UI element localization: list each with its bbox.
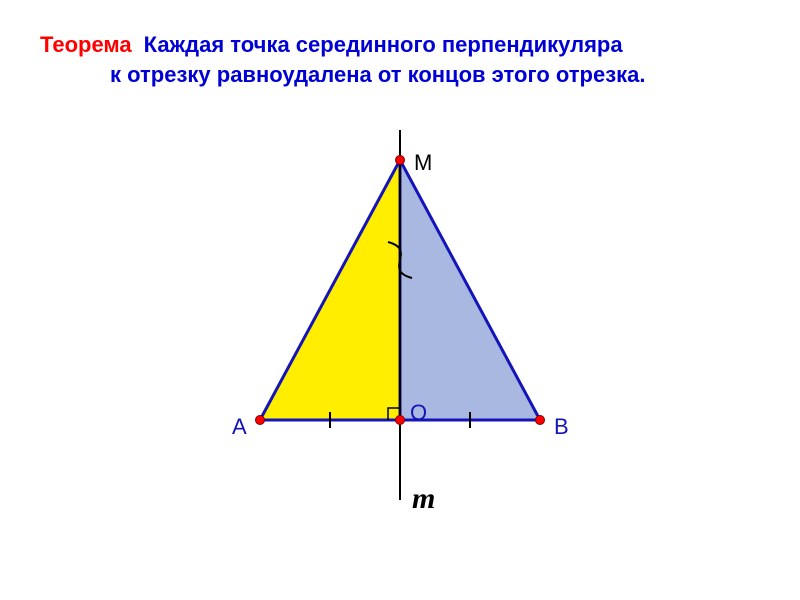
point-label-M: М — [414, 150, 432, 176]
geometry-figure: А В О Мm — [180, 130, 620, 550]
point-label-B: В — [554, 414, 569, 440]
theorem-header: Теорема Каждая точка серединного перпенди… — [40, 32, 760, 88]
theorem-label: Теорема — [40, 32, 132, 57]
geometry-svg — [180, 130, 620, 550]
point-label-A: А — [232, 414, 247, 440]
theorem-text-line1: Каждая точка серединного перпендикуляра — [144, 32, 623, 57]
theorem-text-line2: к отрезку равноудалена от концов этого о… — [110, 62, 760, 88]
slide: Теорема Каждая точка серединного перпенди… — [0, 0, 800, 600]
point-label-O: О — [410, 400, 427, 426]
perpendicular-line-label: m — [412, 482, 435, 516]
